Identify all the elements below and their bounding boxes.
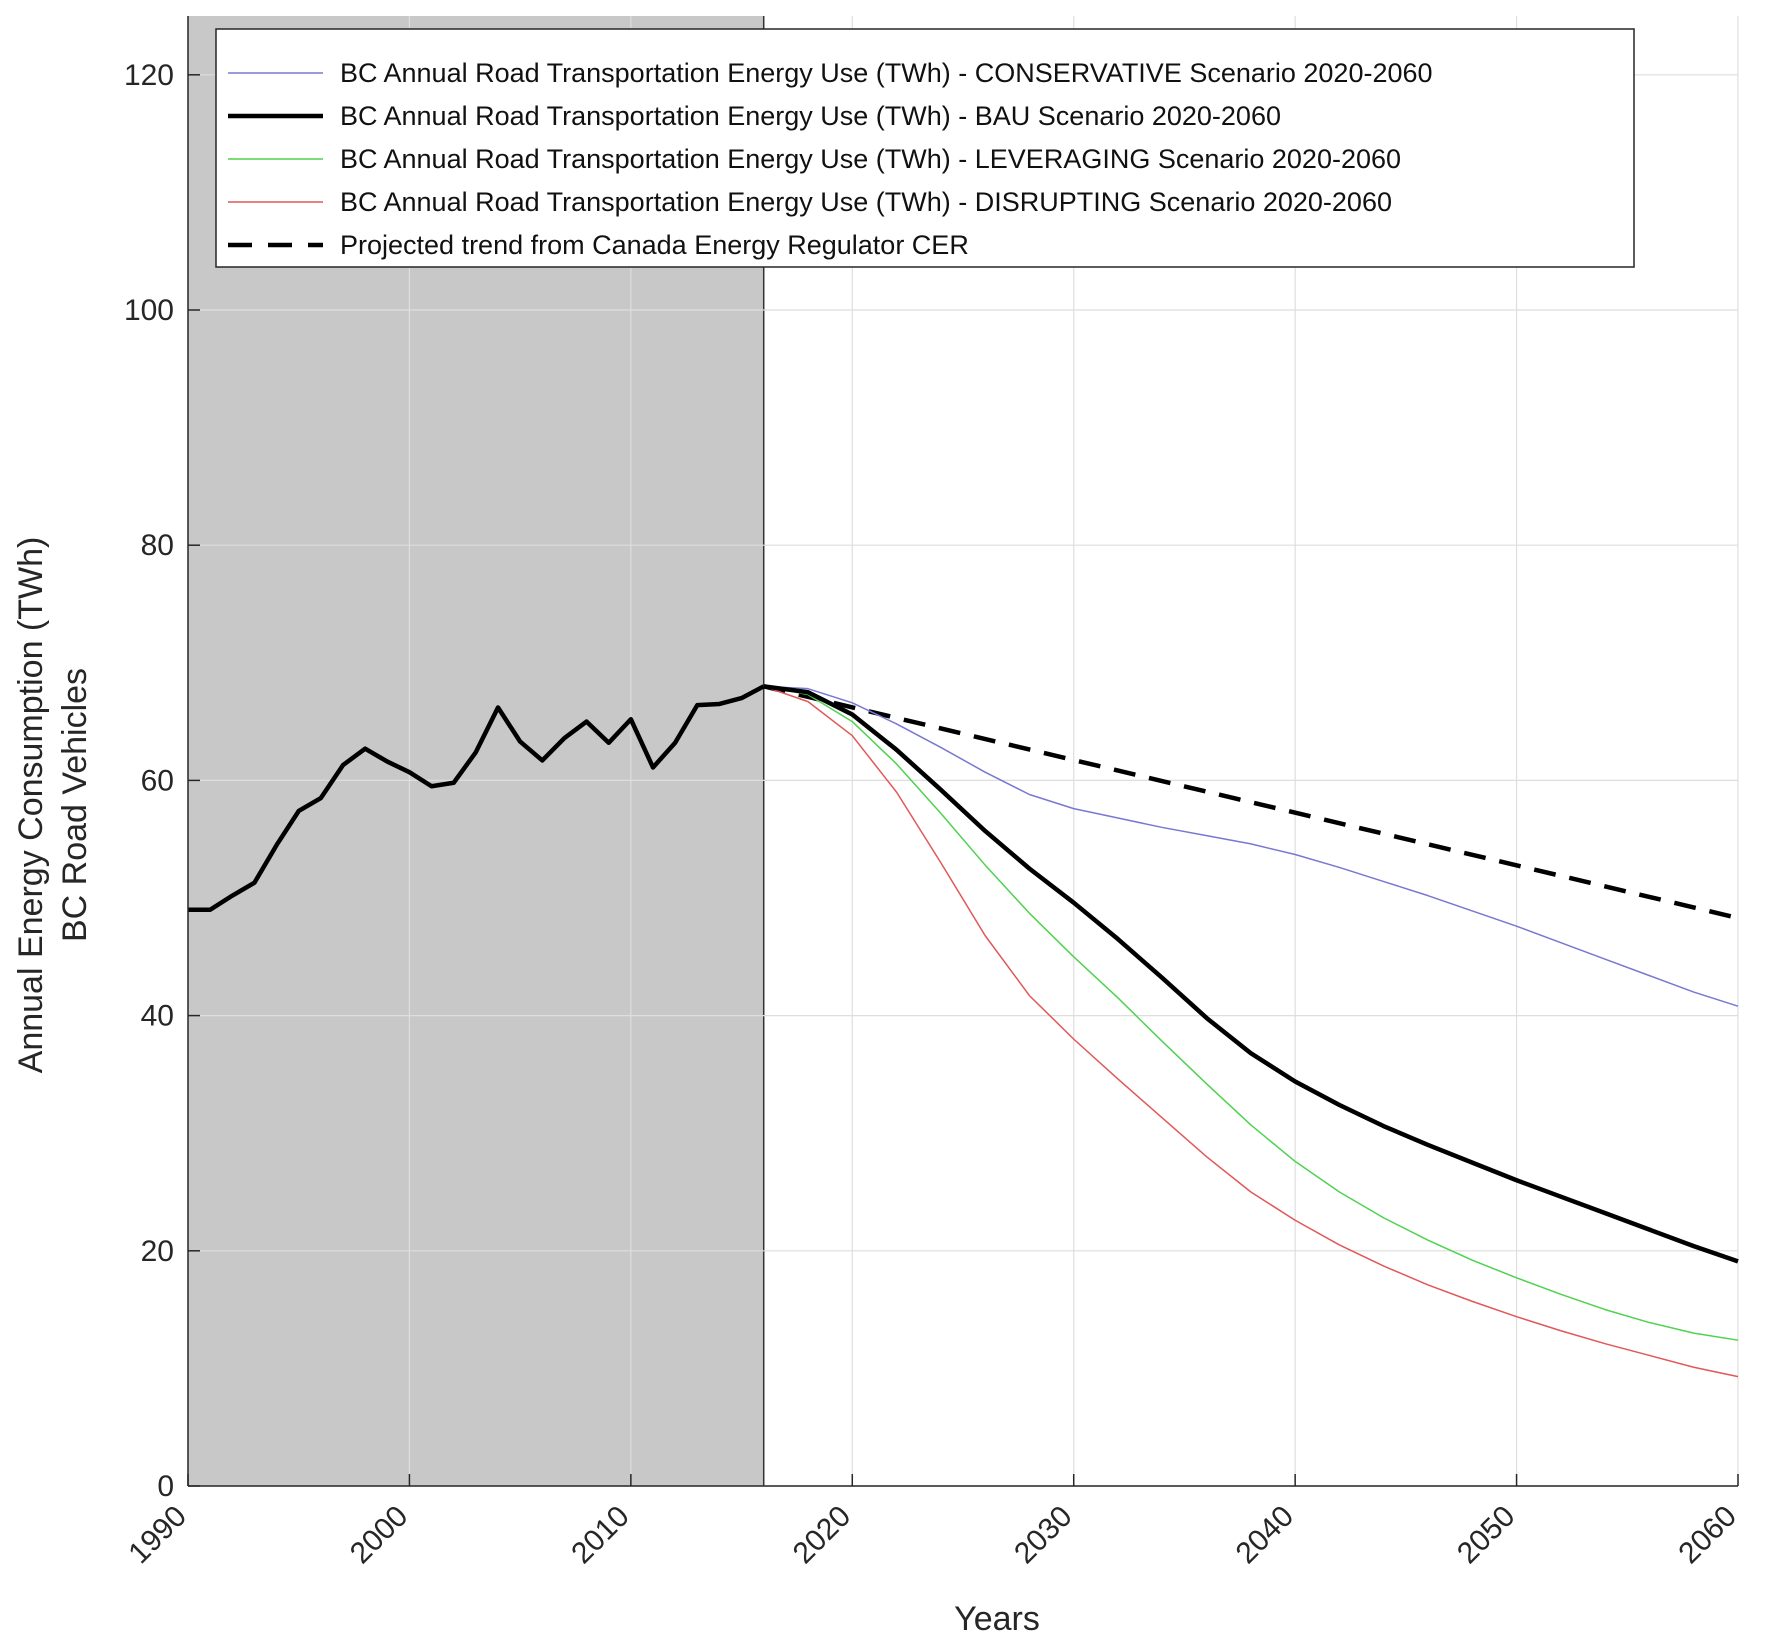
disrupting-line (763, 685, 1739, 1378)
bau-line (763, 684, 1739, 1264)
axes (187, 16, 1739, 1487)
legend-item-leveraging-label: BC Annual Road Transportation Energy Use… (340, 144, 1401, 174)
legend-item-cer-label: Projected trend from Canada Energy Regul… (340, 230, 969, 260)
series-lines (188, 684, 1739, 1378)
legend-item-bau-label: BC Annual Road Transportation Energy Use… (340, 101, 1281, 131)
x-axis-label: Years (954, 1600, 1040, 1638)
leveraging-line (763, 685, 1739, 1341)
conservative-line (763, 685, 1739, 1007)
y-axis-label-line2: BC Road Vehicles (56, 668, 94, 942)
y-tick-label-120: 120 (124, 59, 174, 92)
y-tick-label-60: 60 (141, 764, 174, 797)
legend: BC Annual Road Transportation Energy Use… (215, 28, 1635, 268)
legend-box (215, 28, 1635, 268)
cer-trend-line (763, 684, 1739, 921)
y-axis-label-line1: Annual Energy Consumption (TWh) (12, 537, 50, 1074)
y-tick-label-0: 0 (157, 1470, 174, 1503)
legend-item-conservative-label: BC Annual Road Transportation Energy Use… (340, 58, 1433, 88)
legend-item-disrupting-label: BC Annual Road Transportation Energy Use… (340, 187, 1392, 217)
y-tick-label-40: 40 (141, 1000, 174, 1033)
y-tick-label-100: 100 (124, 294, 174, 327)
y-tick-label-20: 20 (141, 1235, 174, 1268)
y-tick-label-80: 80 (141, 529, 174, 562)
historical-line (188, 684, 765, 913)
